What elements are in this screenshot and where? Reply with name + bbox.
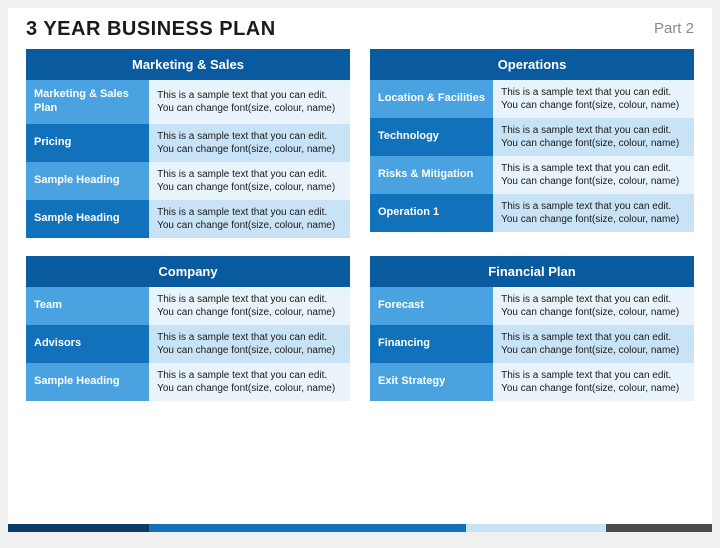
section-header: Financial Plan bbox=[370, 256, 694, 287]
section-table: CompanyTeamThis is a sample text that yo… bbox=[26, 256, 350, 401]
row-label: Technology bbox=[370, 118, 493, 156]
row-label: Forecast bbox=[370, 287, 493, 325]
footer-segment bbox=[606, 524, 712, 532]
footer-bar bbox=[8, 524, 712, 532]
row-label: Location & Facilities bbox=[370, 80, 493, 118]
row-label: Risks & Mitigation bbox=[370, 156, 493, 194]
footer-segment bbox=[149, 524, 466, 532]
row-label: Exit Strategy bbox=[370, 363, 493, 401]
part-label: Part 2 bbox=[654, 18, 694, 37]
table-row: FinancingThis is a sample text that you … bbox=[370, 325, 694, 363]
section-header: Marketing & Sales bbox=[26, 49, 350, 80]
row-label: Sample Heading bbox=[26, 162, 149, 200]
row-text: This is a sample text that you can edit.… bbox=[493, 325, 694, 363]
table-row: Operation 1This is a sample text that yo… bbox=[370, 194, 694, 232]
slide-header: 3 YEAR BUSINESS PLAN Part 2 bbox=[8, 8, 712, 45]
row-label: Financing bbox=[370, 325, 493, 363]
table-row: Risks & MitigationThis is a sample text … bbox=[370, 156, 694, 194]
row-text: This is a sample text that you can edit.… bbox=[149, 80, 350, 124]
row-text: This is a sample text that you can edit.… bbox=[493, 194, 694, 232]
row-text: This is a sample text that you can edit.… bbox=[493, 156, 694, 194]
table-row: ForecastThis is a sample text that you c… bbox=[370, 287, 694, 325]
row-label: Team bbox=[26, 287, 149, 325]
table-row: Marketing & Sales PlanThis is a sample t… bbox=[26, 80, 350, 124]
row-text: This is a sample text that you can edit.… bbox=[149, 162, 350, 200]
section-table: OperationsLocation & FacilitiesThis is a… bbox=[370, 49, 694, 238]
row-text: This is a sample text that you can edit.… bbox=[149, 287, 350, 325]
table-row: PricingThis is a sample text that you ca… bbox=[26, 124, 350, 162]
row-text: This is a sample text that you can edit.… bbox=[493, 118, 694, 156]
section-header: Company bbox=[26, 256, 350, 287]
table-row: AdvisorsThis is a sample text that you c… bbox=[26, 325, 350, 363]
table-row: Exit StrategyThis is a sample text that … bbox=[370, 363, 694, 401]
section-table: Marketing & SalesMarketing & Sales PlanT… bbox=[26, 49, 350, 238]
table-row: Location & FacilitiesThis is a sample te… bbox=[370, 80, 694, 118]
row-text: This is a sample text that you can edit.… bbox=[149, 325, 350, 363]
row-label: Advisors bbox=[26, 325, 149, 363]
row-text: This is a sample text that you can edit.… bbox=[149, 200, 350, 238]
table-row: TechnologyThis is a sample text that you… bbox=[370, 118, 694, 156]
table-row: Sample HeadingThis is a sample text that… bbox=[26, 162, 350, 200]
slide-page: 3 YEAR BUSINESS PLAN Part 2 Marketing & … bbox=[8, 8, 712, 532]
row-text: This is a sample text that you can edit.… bbox=[493, 80, 694, 118]
table-row: Sample HeadingThis is a sample text that… bbox=[26, 200, 350, 238]
row-label: Operation 1 bbox=[370, 194, 493, 232]
table-row: TeamThis is a sample text that you can e… bbox=[26, 287, 350, 325]
section-header: Operations bbox=[370, 49, 694, 80]
row-text: This is a sample text that you can edit.… bbox=[493, 287, 694, 325]
section-grid: Marketing & SalesMarketing & Sales PlanT… bbox=[8, 45, 712, 401]
row-label: Marketing & Sales Plan bbox=[26, 80, 149, 124]
row-text: This is a sample text that you can edit.… bbox=[149, 124, 350, 162]
row-label: Sample Heading bbox=[26, 200, 149, 238]
row-label: Pricing bbox=[26, 124, 149, 162]
footer-segment bbox=[466, 524, 607, 532]
row-label: Sample Heading bbox=[26, 363, 149, 401]
section-table: Financial PlanForecastThis is a sample t… bbox=[370, 256, 694, 401]
page-title: 3 YEAR BUSINESS PLAN bbox=[26, 18, 276, 41]
row-text: This is a sample text that you can edit.… bbox=[149, 363, 350, 401]
footer-segment bbox=[8, 524, 149, 532]
table-row: Sample HeadingThis is a sample text that… bbox=[26, 363, 350, 401]
row-text: This is a sample text that you can edit.… bbox=[493, 363, 694, 401]
